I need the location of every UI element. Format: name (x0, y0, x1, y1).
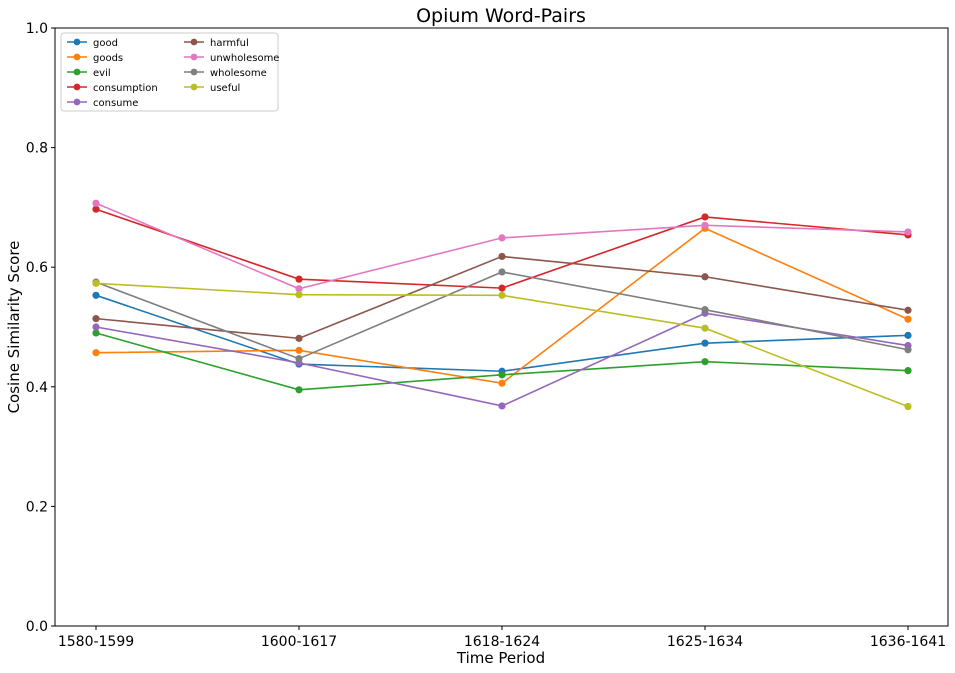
y-tick-label: 0.2 (26, 499, 48, 515)
y-axis-label: Cosine Similarity Score (5, 241, 23, 414)
legend-label: useful (210, 83, 240, 94)
legend-label: good (93, 38, 118, 49)
y-tick-label: 1.0 (26, 21, 48, 37)
data-point (92, 291, 100, 299)
data-point (904, 315, 912, 323)
x-tick-label: 1625-1634 (667, 634, 743, 650)
data-point (295, 291, 303, 299)
legend: good goods evil consumption consume harmful un… (60, 32, 279, 112)
legend-item: consume (67, 98, 138, 109)
legend-swatch-marker (73, 83, 81, 91)
data-point (295, 346, 303, 354)
plot-area (54, 27, 949, 627)
legend-swatch-marker (190, 38, 198, 46)
data-point (904, 346, 912, 354)
data-point (904, 402, 912, 411)
legend-swatch-marker (73, 38, 81, 46)
data-point (295, 355, 303, 363)
legend-label: harmful (210, 38, 249, 49)
y-tick-label: 0.4 (26, 380, 48, 396)
data-point (701, 306, 709, 314)
data-point (92, 349, 100, 357)
data-point (498, 291, 506, 299)
data-point (498, 252, 506, 261)
legend-label: consumption (93, 83, 158, 94)
legend-label: evil (93, 68, 111, 79)
data-point (498, 371, 506, 379)
legend-label: unwholesome (210, 53, 279, 64)
data-point (904, 306, 912, 314)
x-tick-label: 1580-1599 (58, 634, 134, 650)
x-axis-label: Time Period (456, 649, 545, 667)
legend-item: unwholesome (184, 53, 279, 64)
legend-item: wholesome (184, 68, 267, 79)
legend-label: wholesome (210, 68, 267, 79)
chart-title: Opium Word-Pairs (416, 5, 586, 27)
data-point (498, 379, 506, 387)
y-tick-label: 0.0 (26, 619, 48, 635)
x-tick-label: 1618-1624 (464, 634, 540, 650)
data-point (701, 273, 709, 281)
legend-item: consumption (67, 83, 158, 94)
series-useful (92, 279, 912, 411)
data-point (92, 323, 100, 331)
data-point (295, 334, 303, 342)
legend-swatch-marker (73, 53, 81, 61)
y-tick-label: 0.6 (26, 260, 48, 276)
legend-swatch-marker (190, 83, 198, 91)
legend-item: evil (67, 68, 111, 79)
legend-item: harmful (184, 38, 249, 49)
data-point (92, 315, 100, 323)
series-unwholesome (92, 199, 912, 293)
data-point (92, 279, 100, 287)
data-point (295, 275, 303, 283)
legend-item: good (67, 38, 118, 49)
data-point (701, 324, 709, 332)
data-point (701, 221, 709, 229)
data-point (92, 199, 100, 207)
series-harmful (92, 252, 912, 342)
data-point (904, 228, 912, 236)
legend-swatch-marker (73, 98, 81, 106)
data-point (295, 386, 303, 394)
legend-label: consume (93, 98, 138, 109)
data-point (498, 402, 506, 410)
data-point (904, 367, 912, 375)
legend-swatch-marker (73, 68, 81, 76)
data-point (498, 234, 506, 242)
legend-swatch-marker (190, 68, 198, 76)
legend-item: goods (67, 53, 123, 64)
x-tick-label: 1600-1617 (261, 634, 337, 650)
legend-swatch-marker (190, 53, 198, 61)
data-point (904, 331, 912, 339)
data-point (701, 358, 709, 366)
x-tick-label: 1636-1641 (870, 634, 946, 650)
data-point (92, 329, 100, 337)
data-point (295, 285, 303, 293)
y-tick-label: 0.8 (26, 141, 48, 157)
axes: 0.0 0.2 0.4 0.6 0.8 1.0 1580-1599 1600-1617 1618… (26, 21, 946, 650)
plot-frame (54, 27, 949, 627)
data-point (498, 284, 506, 292)
series-layer (92, 199, 912, 411)
legend-item: useful (184, 83, 240, 94)
series-evil (92, 329, 912, 394)
legend-box (60, 32, 279, 112)
data-point (92, 205, 100, 213)
data-point (498, 268, 506, 276)
data-point (701, 339, 709, 347)
data-point (701, 213, 709, 221)
legend-label: goods (93, 53, 123, 64)
